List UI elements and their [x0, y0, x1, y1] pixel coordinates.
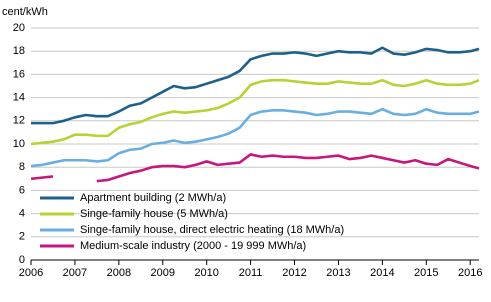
y-tick-label: 10: [13, 138, 25, 150]
series-line: [30, 153, 480, 183]
x-tick-label: 2016: [458, 267, 482, 279]
x-tick-label: 2014: [370, 267, 394, 279]
y-tick-label: 2: [19, 231, 25, 243]
x-tick-label: 2008: [107, 267, 131, 279]
y-tick-label: 16: [13, 68, 25, 80]
y-tick-label: 14: [13, 92, 25, 104]
x-tick-label: 2012: [282, 267, 306, 279]
legend-label: Apartment building (2 MWh/a): [80, 192, 226, 204]
x-tick-label: 2015: [414, 267, 438, 279]
series-line: [30, 107, 480, 168]
series-line: [30, 78, 480, 146]
y-tick-label: 12: [13, 115, 25, 127]
legend-label: Singe-family house, direct electric heat…: [80, 224, 344, 236]
legend-label: Singe-family house (5 MWh/a): [80, 208, 228, 220]
y-tick-label: 4: [19, 208, 25, 220]
y-tick-label: 18: [13, 45, 25, 57]
legend-label: Medium-scale industry (2000 - 19 999 MWh…: [80, 240, 306, 252]
y-tick-label: 0: [19, 254, 25, 266]
series-line: [31, 46, 480, 125]
x-tick-label: 2011: [239, 267, 263, 279]
y-tick-label: 20: [13, 22, 25, 34]
x-tick-label: 2009: [151, 267, 175, 279]
x-tick-label: 2006: [19, 267, 43, 279]
y-axis-label: cent/kWh: [2, 6, 48, 18]
x-tick-label: 2007: [63, 267, 87, 279]
x-tick-label: 2013: [326, 267, 350, 279]
y-tick-label: 6: [19, 184, 25, 196]
y-tick-label: 8: [19, 161, 25, 173]
x-tick-label: 2010: [194, 267, 218, 279]
